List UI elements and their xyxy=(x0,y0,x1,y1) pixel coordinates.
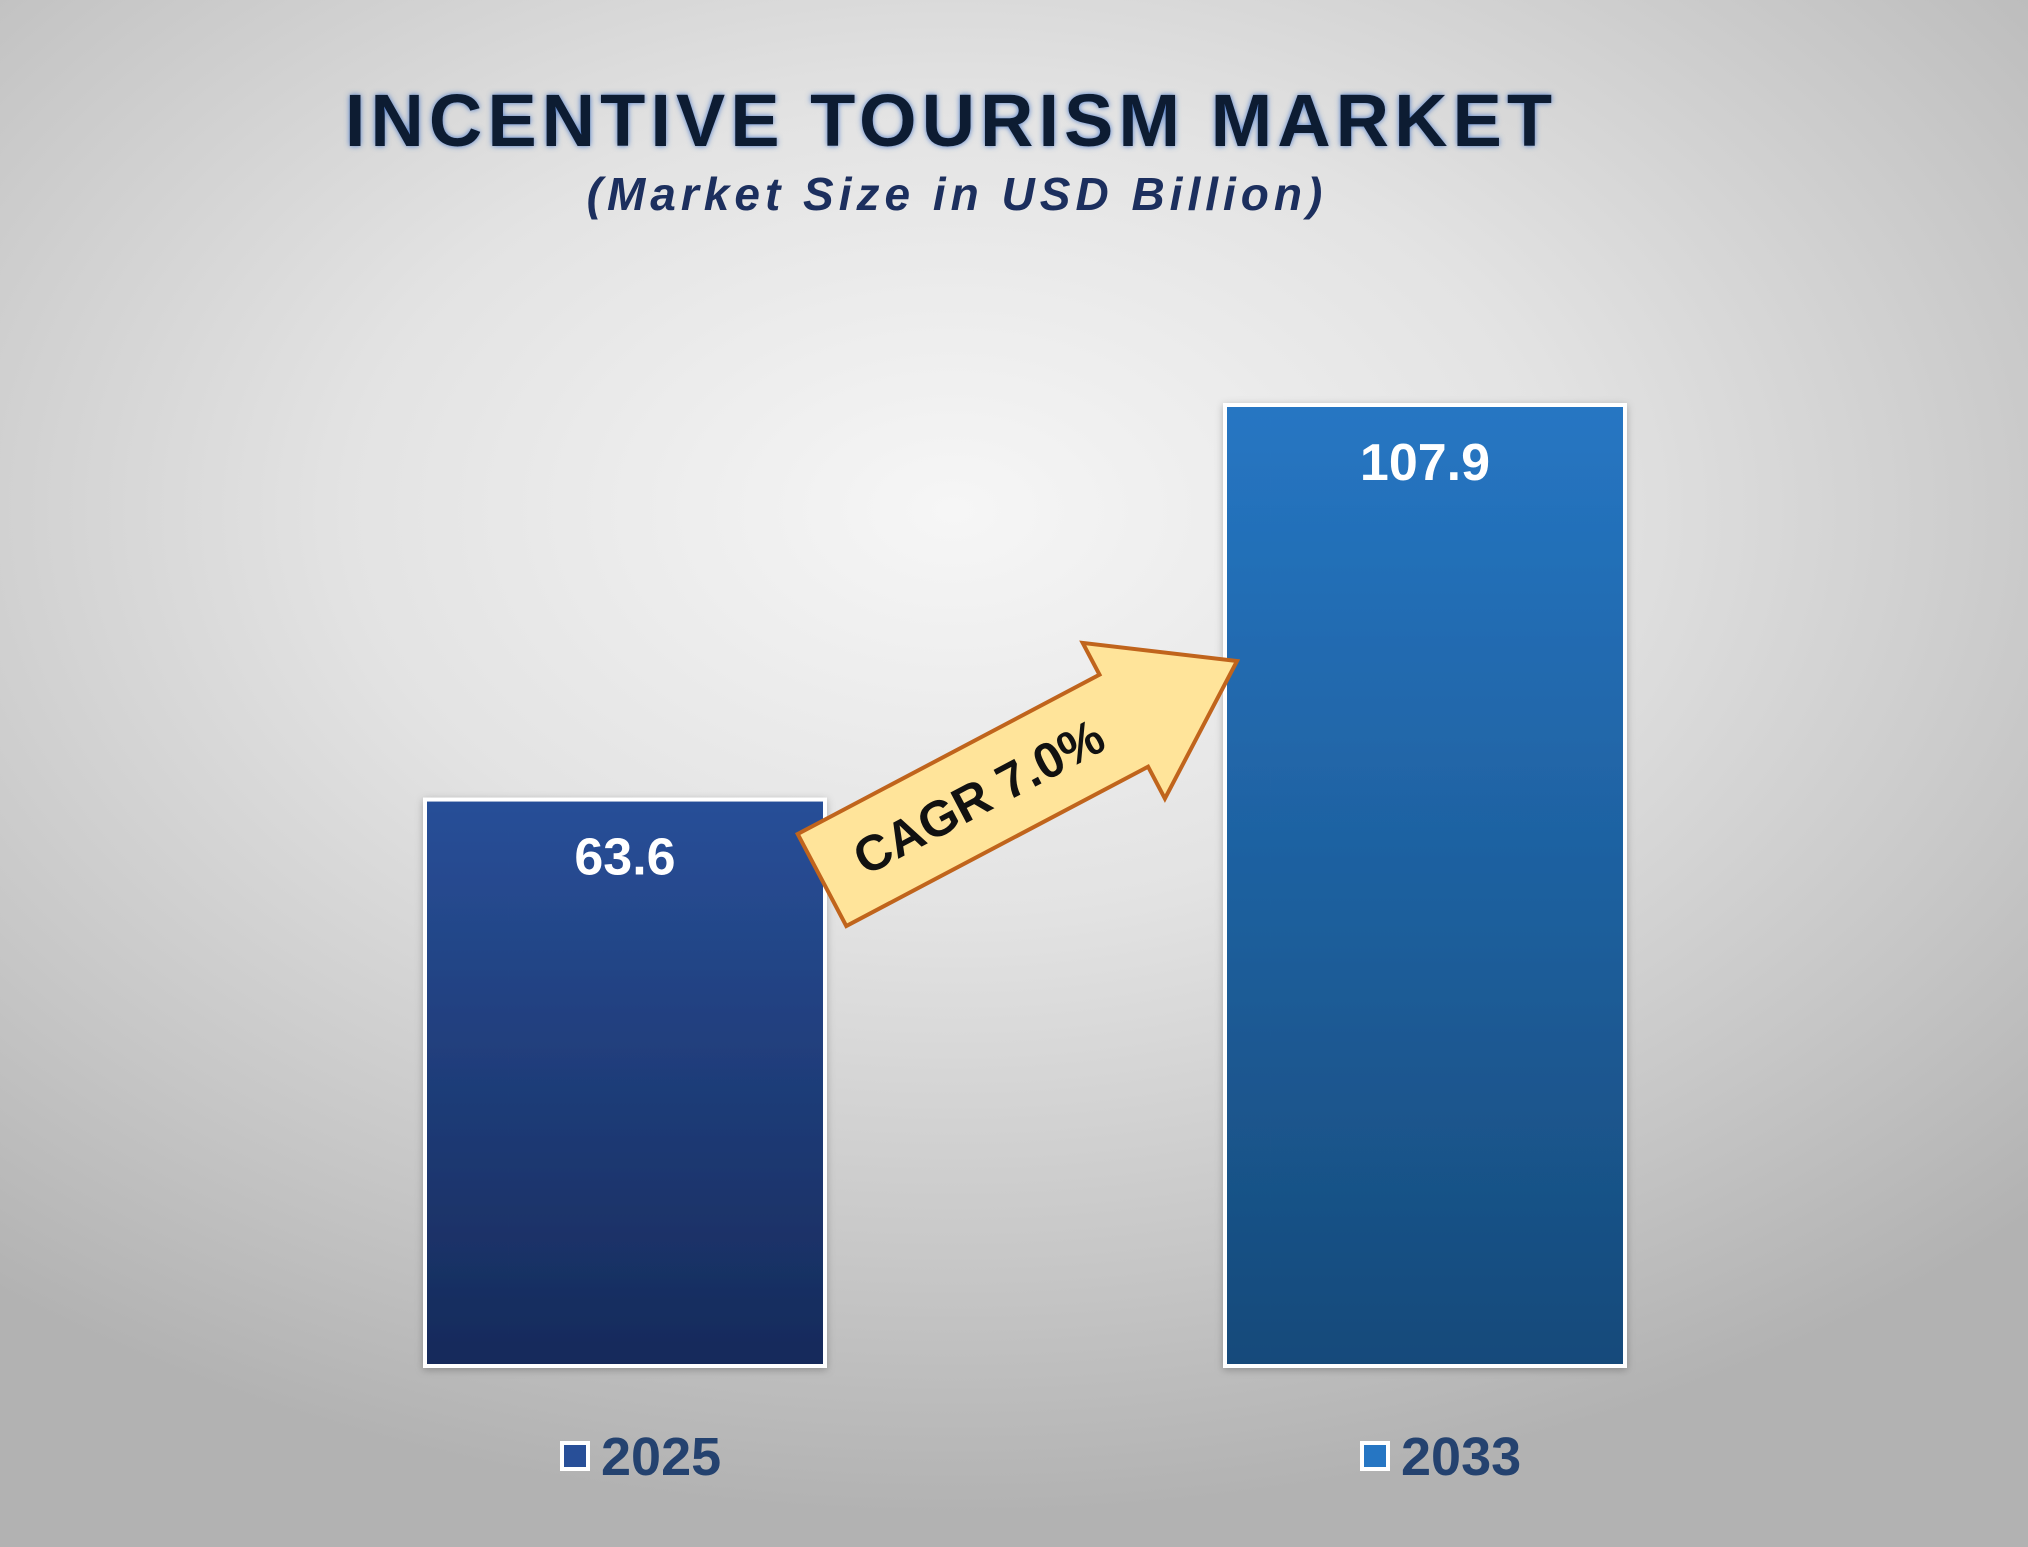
legend-label-2025: 2025 xyxy=(601,1427,721,1487)
bars-layer: 63.6 107.9 xyxy=(423,403,1627,1368)
legend-swatch-2025 xyxy=(560,1441,590,1471)
legend: 2025 2033 xyxy=(560,1427,1521,1487)
bar-2033 xyxy=(1223,403,1627,1368)
cagr-arrow-layer: CAGR 7.0% xyxy=(794,640,1241,929)
chart-subtitle: (Market Size in USD Billion) xyxy=(587,168,1328,220)
chart-title: INCENTIVE TOURISM MARKET xyxy=(345,79,1557,162)
value-label-2025: 63.6 xyxy=(574,829,675,887)
legend-label-2033: 2033 xyxy=(1401,1427,1521,1487)
bar-2025 xyxy=(423,797,827,1368)
legend-swatch-2033 xyxy=(1360,1441,1390,1471)
cagr-arrow xyxy=(794,640,1241,929)
value-label-2033: 107.9 xyxy=(1360,434,1490,492)
